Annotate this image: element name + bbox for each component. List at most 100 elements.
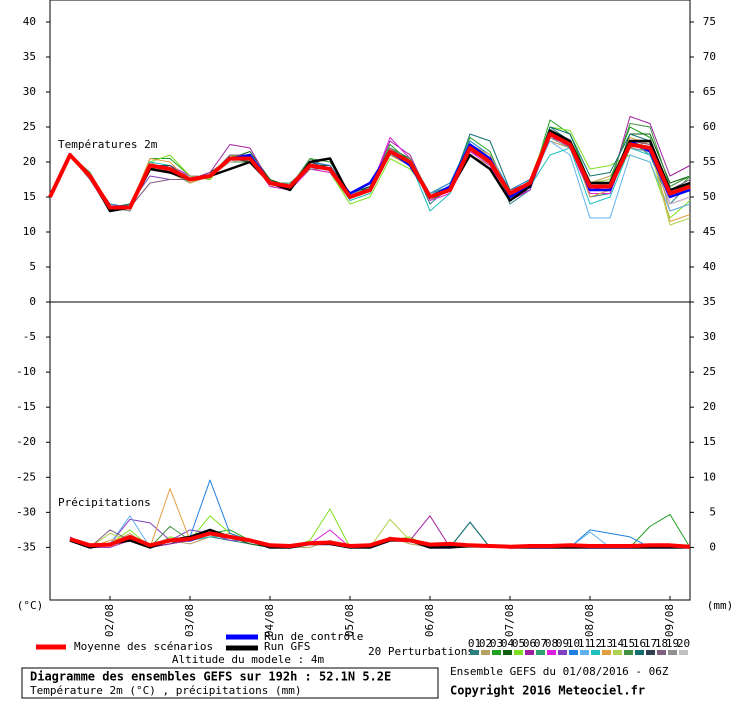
y-tick-label: 25	[23, 120, 36, 133]
y-tick-label: 20	[23, 155, 36, 168]
x-tick-label: 03/08	[183, 604, 196, 637]
x-tick-label: 08/08	[583, 604, 596, 637]
series-line	[69, 531, 691, 549]
y2-tick-label: 60	[703, 120, 716, 133]
legend-swatch	[470, 650, 479, 655]
legend-swatch	[536, 650, 545, 655]
x-tick-label: 04/08	[263, 604, 276, 637]
legend-swatch	[679, 650, 688, 655]
legend-swatch	[646, 650, 655, 655]
y2-tick-label: 45	[703, 225, 716, 238]
legend-label: 19	[666, 637, 679, 650]
y2-tick-label: 20	[703, 400, 716, 413]
y2-tick-label: 10	[703, 470, 716, 483]
y-tick-label: 40	[23, 15, 36, 28]
series-line	[48, 132, 691, 210]
legend-swatch	[668, 650, 677, 655]
y2-tick-label: 5	[709, 505, 716, 518]
legend-swatch	[547, 650, 556, 655]
y2-tick-label: 0	[709, 540, 716, 553]
legend-label: 18	[655, 637, 668, 650]
legend-label: Moyenne des scénarios	[74, 640, 213, 653]
diagram-subtitle: Température 2m (°C) , précipitations (mm…	[30, 684, 302, 697]
legend-label: 16	[633, 637, 646, 650]
y2-tick-label: 70	[703, 50, 716, 63]
legend-swatch	[580, 650, 589, 655]
y2-tick-label: 25	[703, 365, 716, 378]
legend-swatch	[558, 650, 567, 655]
y2-tick-label: 50	[703, 190, 716, 203]
y2-tick-label: 30	[703, 330, 716, 343]
series-line	[49, 119, 691, 208]
perturbations-label: 20 Perturbations	[368, 645, 474, 658]
legend-label: 01	[468, 637, 481, 650]
legend-swatch	[613, 650, 622, 655]
legend-label: 09	[556, 637, 569, 650]
y2-tick-label: 55	[703, 155, 716, 168]
x-tick-label: 07/08	[503, 604, 516, 637]
copyright: Copyright 2016 Meteociel.fr	[450, 684, 645, 698]
y2-tick-label: 35	[703, 295, 716, 308]
legend-label: 04	[501, 637, 515, 650]
x-tick-label: 02/08	[103, 604, 116, 637]
series-line	[69, 488, 690, 548]
legend-label: 14	[611, 637, 625, 650]
legend-label: 11	[578, 637, 591, 650]
panel-title: Précipitations	[58, 496, 151, 509]
legend-label: 02	[479, 637, 492, 650]
legend-label: 10	[567, 637, 580, 650]
panel-title: Températures 2m	[58, 138, 158, 151]
legend-label: Run GFS	[264, 640, 310, 653]
series-line	[49, 123, 691, 208]
x-tick-label: 06/08	[423, 604, 436, 637]
unit-label: (°C)	[17, 599, 44, 612]
legend-swatch	[602, 650, 611, 655]
y-tick-label: -5	[23, 330, 36, 343]
run-info: Ensemble GEFS du 01/08/2016 - 06Z	[450, 665, 669, 678]
legend-label: 17	[644, 637, 657, 650]
legend-swatch	[503, 650, 512, 655]
y-tick-label: 30	[23, 85, 36, 98]
y2-tick-label: 40	[703, 260, 716, 273]
y-tick-label: 5	[29, 260, 36, 273]
legend-swatch	[514, 650, 523, 655]
y-tick-label: -30	[16, 505, 36, 518]
y-tick-label: -10	[16, 365, 36, 378]
legend-label: 05	[512, 637, 525, 650]
series-line	[49, 144, 691, 212]
unit-label: (mm)	[707, 599, 734, 612]
y-tick-label: 35	[23, 50, 36, 63]
series-line	[49, 140, 691, 219]
legend-swatch	[635, 650, 644, 655]
y2-tick-label: 65	[703, 85, 716, 98]
info-box	[21, 667, 439, 699]
legend-label: 03	[490, 637, 503, 650]
diagram-title: Diagramme des ensembles GEFS sur 192h : …	[30, 670, 391, 684]
legend-label: 20	[677, 637, 690, 650]
legend-swatch	[525, 650, 534, 655]
x-tick-label: 09/08	[663, 604, 676, 637]
y-tick-label: 10	[23, 225, 36, 238]
y2-tick-label: 75	[703, 15, 716, 28]
y-tick-label: 0	[29, 295, 36, 308]
legend-swatch	[624, 650, 633, 655]
legend-label: 08	[545, 637, 558, 650]
y-tick-label: -35	[16, 540, 36, 553]
y-tick-label: -15	[16, 400, 36, 413]
y2-tick-label: 15	[703, 435, 716, 448]
x-tick-label: 05/08	[343, 604, 356, 637]
legend-label: 07	[534, 637, 547, 650]
legend-label: 06	[523, 637, 536, 650]
legend-swatch	[569, 650, 578, 655]
frame	[49, 0, 691, 601]
legend-label: 15	[622, 637, 635, 650]
legend-swatch	[492, 650, 501, 655]
altitude: Altitude du modele : 4m	[172, 653, 325, 666]
legend-label: 13	[600, 637, 613, 650]
legend-label: 12	[589, 637, 602, 650]
legend-label: Run de contrôle	[264, 630, 363, 643]
legend-swatch	[657, 650, 666, 655]
y-tick-label: -20	[16, 435, 36, 448]
legend-swatch	[481, 650, 490, 655]
